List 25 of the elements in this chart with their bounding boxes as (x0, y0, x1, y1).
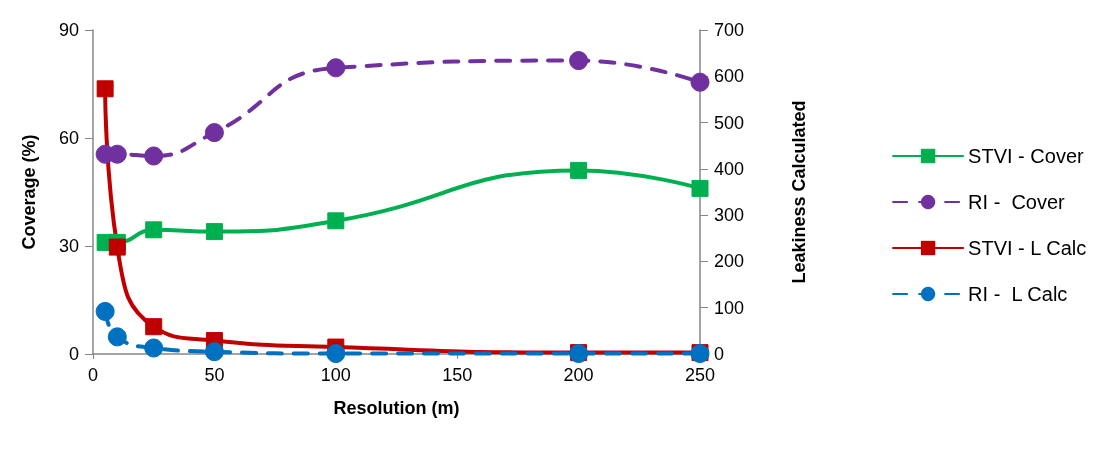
legend-label: RI - L Calc (968, 283, 1068, 305)
y-axis-title: Coverage (%) (19, 134, 39, 250)
x-tick-label: 200 (563, 365, 594, 385)
legend-label: STVI - Cover (968, 145, 1084, 167)
x-tick-label: 250 (684, 365, 716, 385)
y-tick-label: 60 (58, 128, 79, 148)
y2-tick-label: 100 (714, 297, 745, 318)
x-tick-label: 150 (442, 365, 473, 385)
y-tick-label: 30 (58, 236, 79, 256)
y2-axis-title: Leakiness Calculated (789, 100, 809, 284)
y2-tick-label: 0 (714, 344, 725, 364)
y2-tick-label: 700 (714, 20, 745, 40)
legend-label: STVI - L Calc (968, 237, 1087, 259)
y2-tick-label: 400 (714, 158, 745, 179)
x-axis-title: Resolution (m) (333, 398, 460, 418)
x-tick-label: 100 (320, 365, 351, 385)
x-tick-label: 50 (204, 365, 225, 385)
y2-tick-label: 600 (714, 66, 745, 87)
legend-label: RI - Cover (968, 191, 1066, 213)
y-tick-label: 90 (58, 20, 79, 40)
y-tick-label: 0 (68, 344, 79, 364)
y2-tick-label: 300 (714, 205, 745, 226)
y2-tick-label: 200 (714, 251, 745, 272)
y2-tick-label: 500 (714, 112, 745, 133)
x-tick-label: 0 (87, 365, 99, 385)
